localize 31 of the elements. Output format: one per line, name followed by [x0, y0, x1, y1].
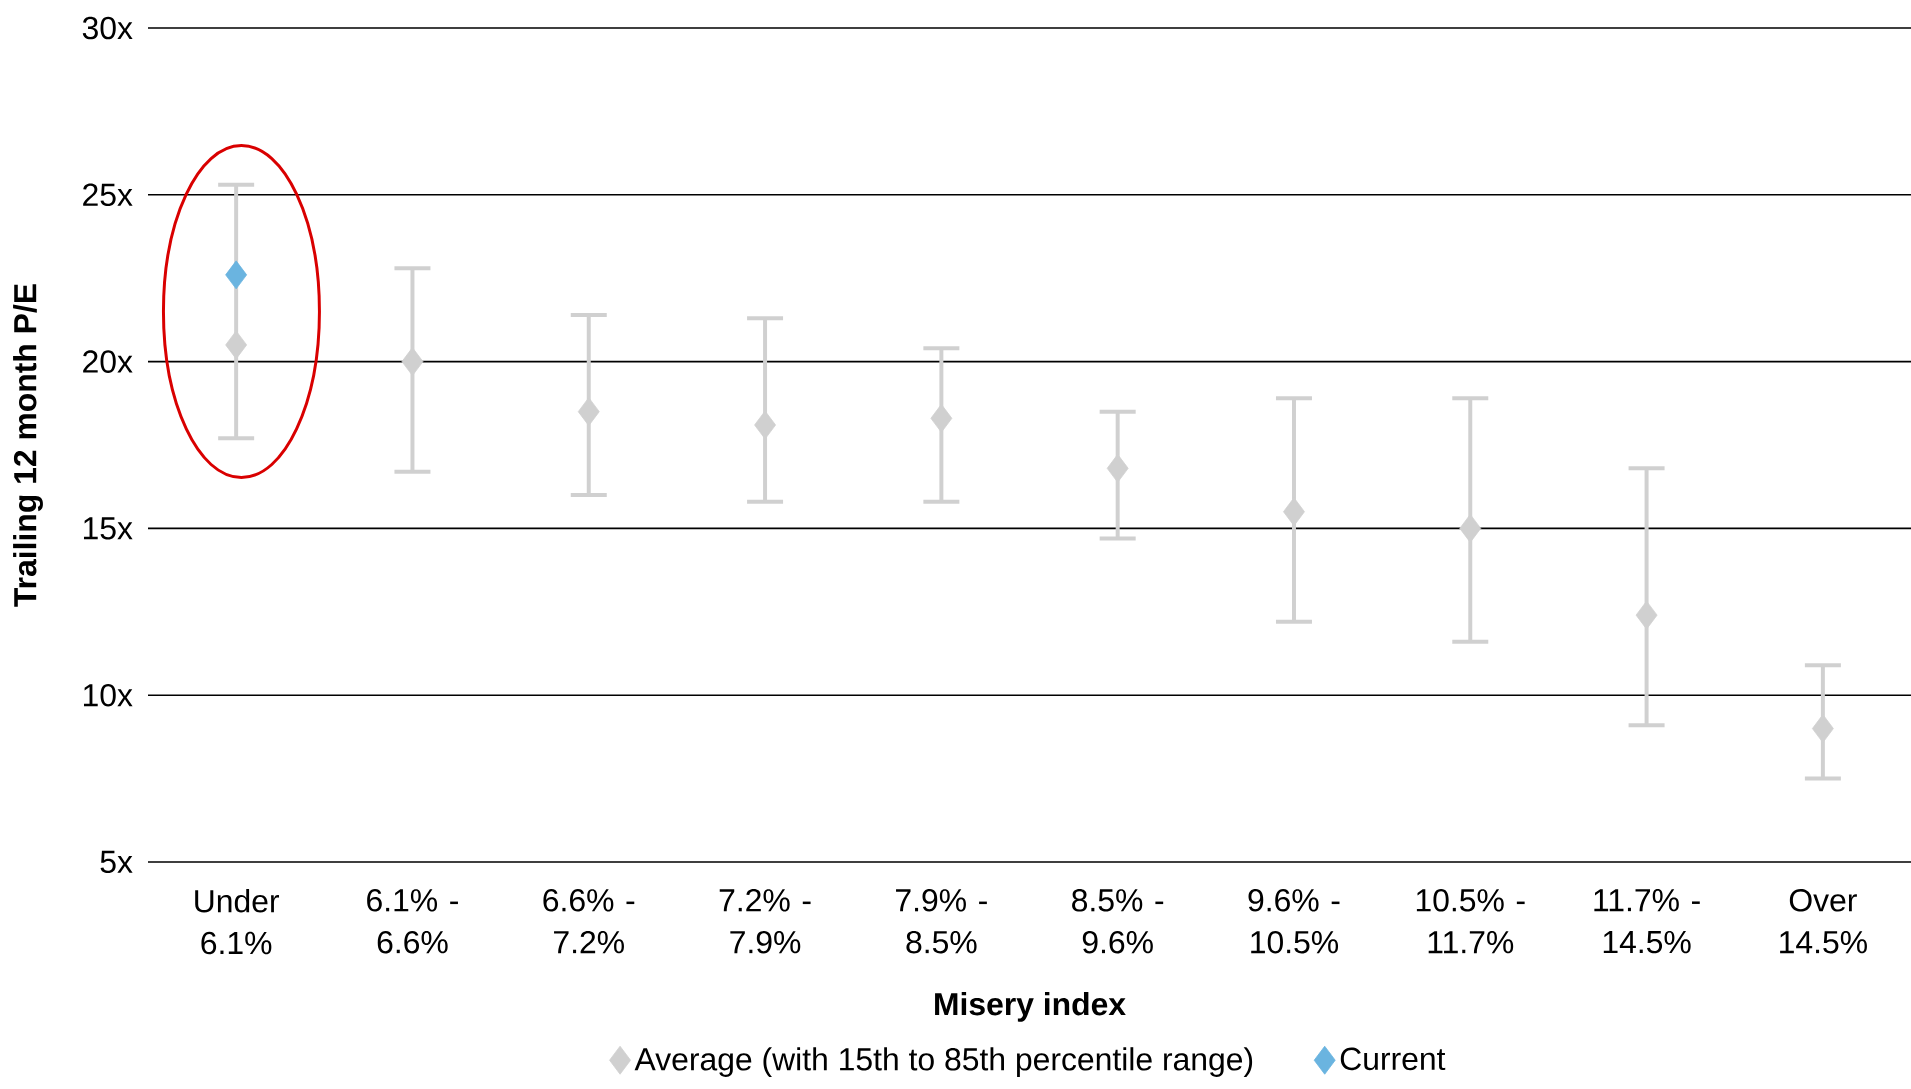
- point: [754, 410, 776, 440]
- point: [1811, 714, 1834, 743]
- point: [1635, 600, 1658, 630]
- x-tick-label: 11.7% - 14.5%: [1594, 889, 1700, 954]
- y-tick-label: 10x: [84, 683, 133, 707]
- point: [225, 260, 248, 290]
- point: [401, 347, 424, 376]
- y-tick-label: 15x: [84, 517, 133, 540]
- x-tick-label: Over 14.5%: [1780, 889, 1867, 954]
- y-axis-title: Trailing 12 month P/E: [13, 284, 43, 607]
- x-tick-label: Under 6.1%: [195, 889, 280, 955]
- x-tick-label: 7.9% - 8.5%: [896, 889, 987, 954]
- y-tick-label: 25x: [83, 183, 133, 207]
- legend-label: Average (with 15th to 85th percentile range): [634, 1047, 1253, 1077]
- point: [1283, 497, 1305, 527]
- x-tick-label: 6.6% - 7.2%: [543, 889, 635, 954]
- point: [1459, 514, 1482, 543]
- y-tick-label: 20x: [83, 350, 133, 373]
- point: [930, 403, 953, 433]
- x-tick-label: 10.5% - 11.7%: [1416, 889, 1525, 954]
- point: [577, 397, 600, 427]
- y-tick-label: 30x: [82, 16, 133, 40]
- point: [225, 330, 248, 360]
- y-tick-label: 5x: [100, 850, 133, 874]
- x-axis-title: Misery index: [935, 991, 1126, 1022]
- x-tick-label: 6.1% - 6.6%: [367, 889, 458, 954]
- x-tick-label: 7.2% - 7.9%: [719, 889, 811, 954]
- x-tick-label: 8.5% - 9.6%: [1072, 889, 1164, 954]
- legend-label: Current: [1340, 1047, 1446, 1071]
- point: [1106, 453, 1129, 483]
- x-tick-label: 9.6% - 10.5%: [1248, 889, 1340, 954]
